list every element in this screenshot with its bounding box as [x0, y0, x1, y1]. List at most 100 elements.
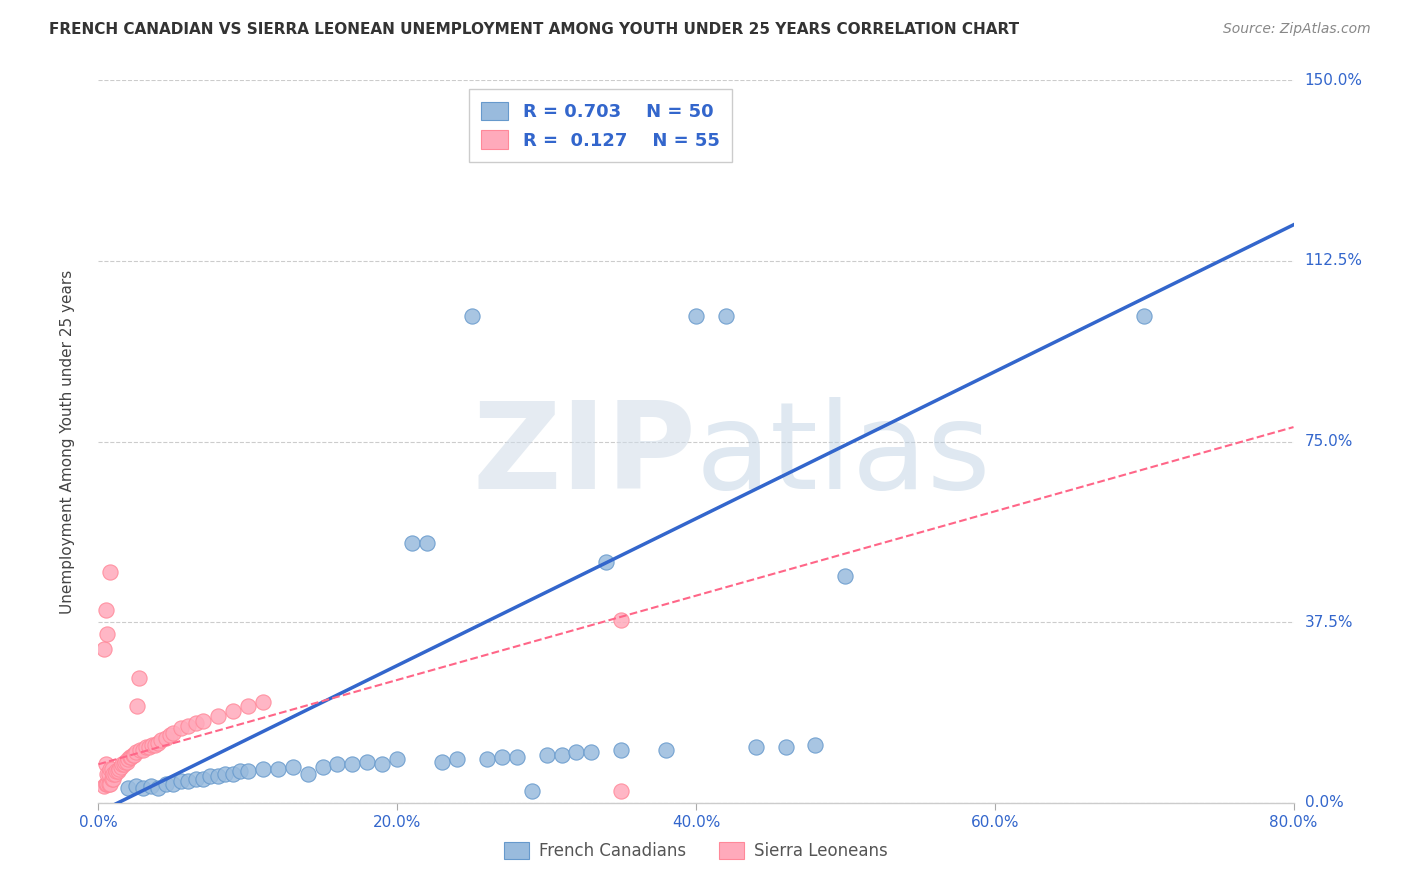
Point [550, 747, 572, 762]
Point [155, 731, 177, 745]
Y-axis label: Unemployment Among Youth under 25 years: Unemployment Among Youth under 25 years [60, 269, 75, 614]
Point [775, 740, 797, 755]
Point [114, 755, 136, 769]
Point [97, 767, 120, 781]
Point [162, 776, 184, 790]
Point [108, 762, 131, 776]
Point [103, 772, 125, 786]
Text: 112.5%: 112.5% [1305, 253, 1362, 268]
Point [475, 752, 498, 766]
Point [148, 781, 170, 796]
Point [107, 764, 129, 779]
Point [141, 738, 163, 752]
Point [281, 760, 304, 774]
Point [115, 755, 138, 769]
Text: FRENCH CANADIAN VS SIERRA LEONEAN UNEMPLOYMENT AMONG YOUTH UNDER 25 YEARS CORREL: FRENCH CANADIAN VS SIERRA LEONEAN UNEMPL… [49, 22, 1019, 37]
Point [745, 740, 768, 755]
Text: Source: ZipAtlas.com: Source: ZipAtlas.com [1223, 22, 1371, 37]
Point [169, 774, 191, 789]
Text: 75.0%: 75.0% [1305, 434, 1353, 449]
Point [565, 745, 588, 759]
Point [159, 728, 181, 742]
Point [685, 310, 707, 324]
Point [610, 613, 633, 627]
Point [124, 747, 146, 762]
Point [169, 721, 191, 735]
Point [804, 738, 827, 752]
Point [581, 745, 603, 759]
Point [93, 779, 115, 793]
Point [117, 781, 139, 796]
Point [135, 740, 157, 755]
Point [207, 709, 229, 723]
Point [491, 750, 513, 764]
Point [101, 762, 124, 776]
Point [506, 750, 529, 764]
Point [155, 776, 177, 790]
Point [595, 555, 617, 569]
Point [834, 569, 856, 583]
Point [125, 779, 148, 793]
Point [101, 772, 124, 786]
Point [177, 774, 200, 789]
Point [236, 699, 259, 714]
Point [111, 757, 134, 772]
Point [191, 772, 214, 786]
Point [94, 603, 117, 617]
Point [105, 764, 128, 779]
Point [714, 310, 737, 324]
Point [267, 762, 290, 776]
Point [222, 767, 245, 781]
Point [184, 716, 207, 731]
Point [110, 760, 132, 774]
Point [610, 784, 633, 798]
Point [93, 641, 115, 656]
Point [430, 755, 453, 769]
Point [120, 750, 142, 764]
Point [229, 764, 252, 779]
Point [252, 762, 274, 776]
Point [252, 695, 274, 709]
Point [401, 535, 423, 549]
Point [118, 750, 141, 764]
Point [143, 738, 166, 752]
Point [104, 767, 127, 781]
Point [536, 747, 558, 762]
Point [326, 757, 349, 772]
Point [610, 743, 633, 757]
Legend: French Canadians, Sierra Leoneans: French Canadians, Sierra Leoneans [498, 835, 894, 867]
Point [200, 769, 222, 783]
Point [132, 743, 155, 757]
Point [125, 745, 148, 759]
Point [94, 776, 117, 790]
Text: ZIP: ZIP [472, 398, 696, 515]
Point [1133, 310, 1156, 324]
Point [138, 740, 160, 755]
Point [112, 757, 135, 772]
Point [94, 757, 117, 772]
Point [103, 767, 125, 781]
Point [150, 733, 173, 747]
Point [177, 719, 200, 733]
Point [236, 764, 259, 779]
Point [311, 760, 333, 774]
Point [461, 310, 484, 324]
Point [96, 767, 118, 781]
Text: 37.5%: 37.5% [1305, 615, 1353, 630]
Point [207, 769, 229, 783]
Text: 0.0%: 0.0% [1305, 796, 1343, 810]
Point [191, 714, 214, 728]
Point [371, 757, 394, 772]
Point [97, 776, 120, 790]
Point [117, 752, 139, 766]
Point [129, 743, 152, 757]
Point [121, 747, 143, 762]
Point [385, 752, 409, 766]
Point [446, 752, 468, 766]
Point [342, 757, 364, 772]
Point [297, 767, 319, 781]
Point [96, 776, 118, 790]
Point [222, 704, 245, 718]
Point [214, 767, 236, 781]
Point [148, 735, 170, 749]
